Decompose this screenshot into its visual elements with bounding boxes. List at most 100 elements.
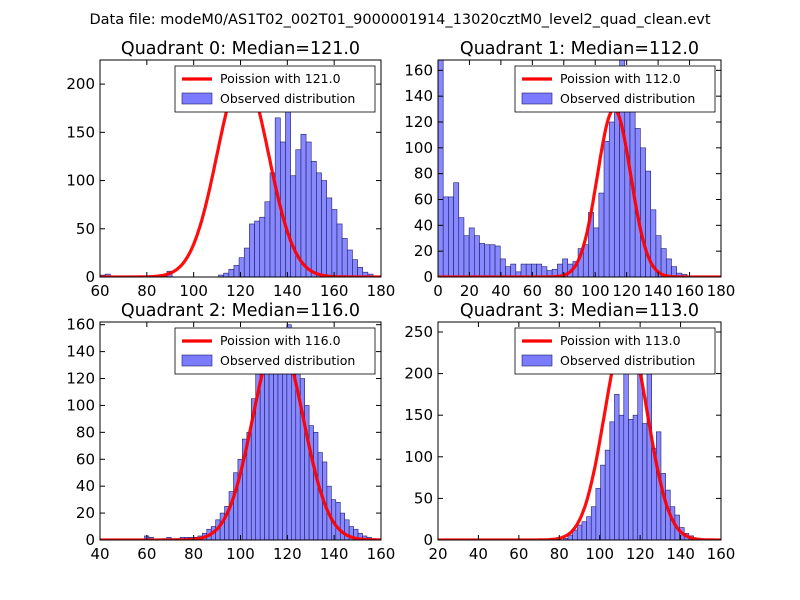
y-tick-label: 0 xyxy=(85,268,95,286)
histogram-bar xyxy=(632,414,639,540)
y-tick-label: 160 xyxy=(66,316,95,334)
histogram-bar xyxy=(586,516,592,540)
legend-label-poisson: Poission with 112.0 xyxy=(560,71,681,86)
legend-label-observed: Observed distribution xyxy=(560,353,695,368)
legend-bar-swatch xyxy=(521,92,553,105)
y-tick-label: 140 xyxy=(66,343,95,361)
x-tick-label: 60 xyxy=(523,282,542,300)
histogram-bar xyxy=(259,364,265,540)
y-tick-label: 60 xyxy=(76,450,95,468)
y-tick-label: 80 xyxy=(414,165,433,183)
x-tick-label: 120 xyxy=(626,545,655,563)
y-tick-label: 140 xyxy=(404,87,433,105)
quadrant-3-panel: Quadrant 3: Median=113.0 20 40 60 80 100 120 14… xyxy=(404,301,735,563)
poisson-curve xyxy=(438,330,721,540)
histogram-bar xyxy=(582,244,589,277)
y-tick-label: 100 xyxy=(404,448,433,466)
x-tick-label: 20 xyxy=(428,545,447,563)
histogram-bar xyxy=(282,364,288,540)
histogram-bar xyxy=(640,147,646,277)
y-tick-label: 250 xyxy=(404,323,433,341)
histogram-bar xyxy=(603,141,610,277)
x-tick-label: 60 xyxy=(137,545,156,563)
histogram-bar xyxy=(614,95,620,277)
y-tick-label: 100 xyxy=(66,396,95,414)
legend-box xyxy=(514,327,716,375)
y-tick-label: 200 xyxy=(66,75,95,93)
legend: Poission with 113.0 Observed distribution xyxy=(514,327,716,375)
histogram-bar xyxy=(341,238,348,277)
histogram-bar xyxy=(326,197,333,277)
histogram-bar xyxy=(609,421,615,540)
plot-area xyxy=(438,330,721,540)
histogram-bar xyxy=(259,216,266,277)
y-tick-label: 150 xyxy=(66,123,95,141)
x-tick-label: 160 xyxy=(707,545,736,563)
x-tick-label: 100 xyxy=(226,545,255,563)
histogram-bar xyxy=(646,373,652,540)
histogram-bar xyxy=(623,356,629,540)
x-tick-label: 0 xyxy=(433,282,443,300)
legend-box xyxy=(174,327,376,375)
histogram-bar xyxy=(438,60,444,277)
y-tick-label: 120 xyxy=(66,370,95,388)
histogram-bar xyxy=(228,268,235,277)
histogram-bar xyxy=(463,235,470,277)
quadrant-2-title: Quadrant 2: Median=116.0 xyxy=(121,301,360,321)
histogram-bar xyxy=(321,180,327,277)
histogram-bar xyxy=(520,263,527,277)
histogram-bar xyxy=(254,220,261,277)
histogram-bar xyxy=(536,263,543,277)
y-tick-label: 160 xyxy=(404,61,433,79)
histogram-bar xyxy=(484,244,491,277)
legend-label-observed: Observed distribution xyxy=(220,91,355,106)
y-tick-label: 0 xyxy=(423,531,433,549)
x-tick-label: 100 xyxy=(585,545,614,563)
y-tick-label: 20 xyxy=(76,504,95,522)
x-tick-label: 100 xyxy=(581,282,610,300)
histogram-bar xyxy=(277,353,283,540)
quadrant-0-panel: Quadrant 0: Median=121.0 60 80 100 120 140 160… xyxy=(66,39,395,300)
quadrant-3-title: Quadrant 3: Median=113.0 xyxy=(460,301,699,321)
histogram-bar xyxy=(339,512,346,540)
histogram-bar xyxy=(335,502,341,540)
x-tick-label: 60 xyxy=(509,545,528,563)
histogram-bar xyxy=(442,196,449,277)
histogram-bar xyxy=(223,272,230,277)
x-tick-label: 80 xyxy=(184,545,203,563)
histogram-bar xyxy=(310,160,317,277)
quadrant-0-title: Quadrant 0: Median=121.0 xyxy=(121,39,360,59)
histogram-bar xyxy=(614,394,620,540)
legend-bar-swatch xyxy=(181,354,213,367)
y-tick-label: 200 xyxy=(404,365,433,383)
legend-label-poisson: Poission with 116.0 xyxy=(220,333,341,348)
y-tick-label: 50 xyxy=(76,220,95,238)
x-tick-label: 180 xyxy=(707,282,736,300)
histogram-bar xyxy=(510,263,517,277)
histogram-bar xyxy=(300,133,307,277)
histogram-bar xyxy=(489,244,496,277)
histogram-bar xyxy=(581,521,587,540)
figure-suptitle: Data file: modeM0/AS1T02_002T01_90000019… xyxy=(89,12,710,28)
histogram-bar xyxy=(608,121,615,277)
x-tick-label: 100 xyxy=(179,282,208,300)
legend-label-poisson: Poission with 113.0 xyxy=(560,333,681,348)
histogram-bar xyxy=(598,192,605,277)
legend: Poission with 116.0 Observed distribution xyxy=(174,327,376,375)
legend-label-observed: Observed distribution xyxy=(220,353,355,368)
x-tick-label: 140 xyxy=(273,282,302,300)
legend-bar-swatch xyxy=(521,354,553,367)
histogram-bar xyxy=(593,227,600,277)
legend-label-observed: Observed distribution xyxy=(560,91,695,106)
histogram-bar xyxy=(618,414,625,540)
x-tick-label: 140 xyxy=(320,545,349,563)
x-tick-label: 120 xyxy=(612,282,641,300)
histogram-bar xyxy=(595,488,601,540)
x-tick-label: 160 xyxy=(675,282,704,300)
quadrant-2-panel: Quadrant 2: Median=116.0 40 60 80 100 120 140 1… xyxy=(66,301,395,563)
histogram-bar xyxy=(336,223,343,277)
histogram-bar xyxy=(458,217,465,277)
histogram-bar xyxy=(264,201,271,277)
x-tick-label: 160 xyxy=(320,282,349,300)
